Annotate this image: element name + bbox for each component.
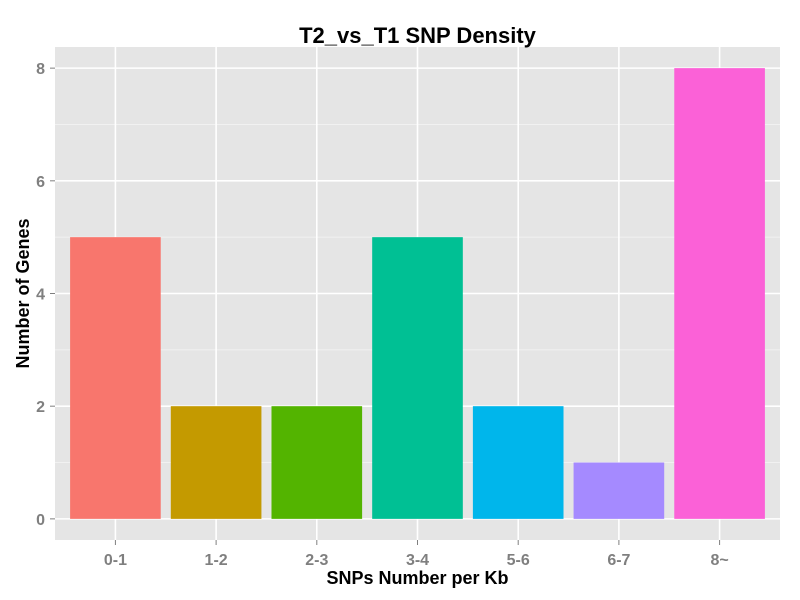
x-tick-label: 5-6	[507, 552, 530, 569]
bar-0-1	[70, 237, 161, 519]
y-tick-label: 0	[36, 512, 45, 529]
bars	[70, 68, 765, 519]
x-tick-label: 8~	[710, 552, 728, 569]
y-axis-ticks: 0 2 4 6 8	[36, 61, 55, 529]
x-tick-label: 1-2	[205, 552, 228, 569]
bar-1-2	[170, 406, 262, 519]
y-tick-label: 2	[36, 399, 45, 416]
bar-5-6	[472, 406, 564, 519]
x-axis-title: SNPs Number per Kb	[326, 568, 508, 588]
x-axis-ticks: 0-1 1-2 2-3 3-4 5-6 6-7 8~	[104, 540, 729, 569]
bar-3-4	[372, 237, 463, 519]
y-tick-label: 6	[36, 174, 45, 191]
y-tick-label: 4	[36, 287, 45, 304]
x-tick-label: 3-4	[406, 552, 429, 569]
x-tick-label: 2-3	[305, 552, 328, 569]
bar-8~	[674, 68, 765, 519]
chart-title: T2_vs_T1 SNP Density	[299, 23, 537, 48]
y-axis-title: Number of Genes	[13, 218, 33, 368]
bar-2-3	[271, 406, 363, 519]
bar-6-7	[573, 462, 665, 519]
x-tick-label: 6-7	[607, 552, 630, 569]
y-tick-label: 8	[36, 61, 45, 78]
x-tick-label: 0-1	[104, 552, 127, 569]
